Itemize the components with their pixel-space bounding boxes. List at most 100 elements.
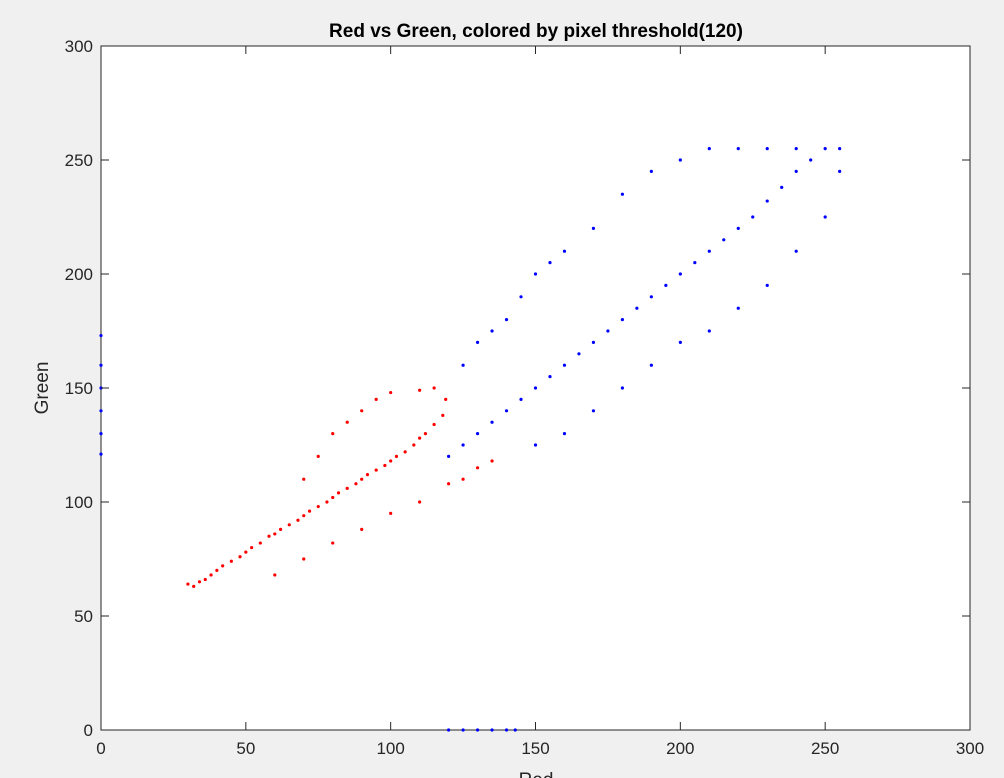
red-point — [412, 443, 416, 447]
red-point — [394, 454, 399, 458]
blue-point — [606, 329, 610, 333]
blue-point — [649, 169, 653, 173]
blue-point — [678, 340, 682, 344]
blue-point — [751, 215, 755, 219]
blue-point — [533, 272, 538, 276]
red-point — [354, 482, 358, 486]
blue-point — [591, 226, 596, 230]
blue-point — [794, 169, 798, 173]
blue-point — [678, 158, 682, 162]
blue-point — [519, 397, 523, 401]
ticks-layer: 0 50 100 150 200 250 300 0 50 100 150 200 250 300 — [65, 37, 985, 758]
red-point — [316, 454, 320, 458]
chart-title: Red vs Green, colored by pixel threshold… — [329, 21, 743, 42]
points-layer — [99, 147, 842, 732]
x-tick-label: 50 — [236, 739, 255, 758]
red-point — [302, 557, 306, 561]
blue-point — [461, 443, 465, 447]
red-point — [432, 386, 436, 390]
blue-point — [548, 261, 552, 265]
red-point — [461, 477, 465, 481]
y-tick-label: 150 — [65, 379, 93, 398]
red-point — [238, 555, 242, 559]
blue-point — [461, 728, 465, 732]
blue-point — [823, 147, 827, 151]
blue-point — [447, 728, 451, 732]
blue-point — [447, 454, 451, 458]
red-point — [490, 459, 494, 463]
red-point — [360, 477, 364, 481]
y-tick-label: 250 — [65, 151, 93, 170]
y-tick-label: 100 — [65, 493, 93, 512]
red-point — [307, 509, 312, 513]
red-point — [273, 532, 277, 536]
x-tick-label: 200 — [666, 739, 694, 758]
blue-point — [504, 728, 509, 732]
red-point — [215, 568, 219, 573]
red-point — [244, 550, 248, 554]
red-point — [192, 584, 196, 588]
red-point — [389, 511, 393, 515]
red-point — [287, 523, 291, 527]
red-point — [186, 582, 190, 586]
blue-point — [736, 226, 740, 230]
blue-point — [591, 340, 596, 344]
red-point — [447, 482, 451, 486]
blue-point — [707, 329, 711, 333]
blue-point — [722, 238, 726, 242]
blue-point — [620, 318, 625, 322]
y-tick-label: 200 — [65, 265, 93, 284]
red-point — [444, 397, 448, 401]
red-point — [383, 463, 387, 468]
y-tick-label: 0 — [84, 721, 93, 740]
blue-point — [649, 295, 653, 299]
red-point — [221, 564, 225, 568]
red-point — [418, 388, 422, 392]
blue-point — [838, 169, 842, 173]
red-point — [389, 459, 393, 463]
x-tick-label: 300 — [956, 739, 984, 758]
red-point — [229, 559, 233, 563]
blue-point — [562, 249, 567, 253]
red-point — [389, 390, 393, 395]
blue-point — [707, 249, 711, 253]
red-point — [374, 468, 378, 472]
blue-point — [838, 147, 842, 151]
red-point — [403, 450, 407, 454]
y-axis-title: Green — [32, 362, 53, 415]
red-point — [423, 432, 428, 436]
blue-point — [490, 420, 494, 424]
blue-point — [461, 363, 465, 367]
red-point — [345, 420, 349, 424]
blue-point — [475, 728, 480, 732]
red-point — [258, 541, 262, 545]
blue-point — [475, 340, 480, 344]
blue-point — [533, 386, 538, 390]
blue-point — [519, 295, 523, 299]
red-point — [336, 491, 341, 495]
red-point — [365, 473, 370, 477]
blue-point — [490, 329, 494, 333]
blue-point — [736, 306, 740, 310]
red-point — [331, 432, 335, 436]
red-point — [203, 577, 207, 582]
red-point — [325, 500, 329, 504]
blue-point — [475, 432, 480, 436]
red-point — [296, 518, 300, 522]
red-point — [302, 514, 306, 518]
blue-point — [649, 363, 653, 367]
red-point — [209, 573, 213, 577]
blue-point — [794, 147, 798, 151]
blue-point — [99, 452, 103, 456]
red-point — [360, 409, 364, 413]
x-tick-label: 100 — [376, 739, 404, 758]
blue-point — [562, 363, 567, 367]
blue-point — [620, 386, 625, 390]
blue-point — [577, 352, 581, 356]
blue-point — [99, 363, 103, 367]
blue-point — [664, 283, 668, 287]
red-point — [441, 413, 445, 417]
red-point — [316, 504, 320, 509]
blue-point — [693, 261, 697, 265]
